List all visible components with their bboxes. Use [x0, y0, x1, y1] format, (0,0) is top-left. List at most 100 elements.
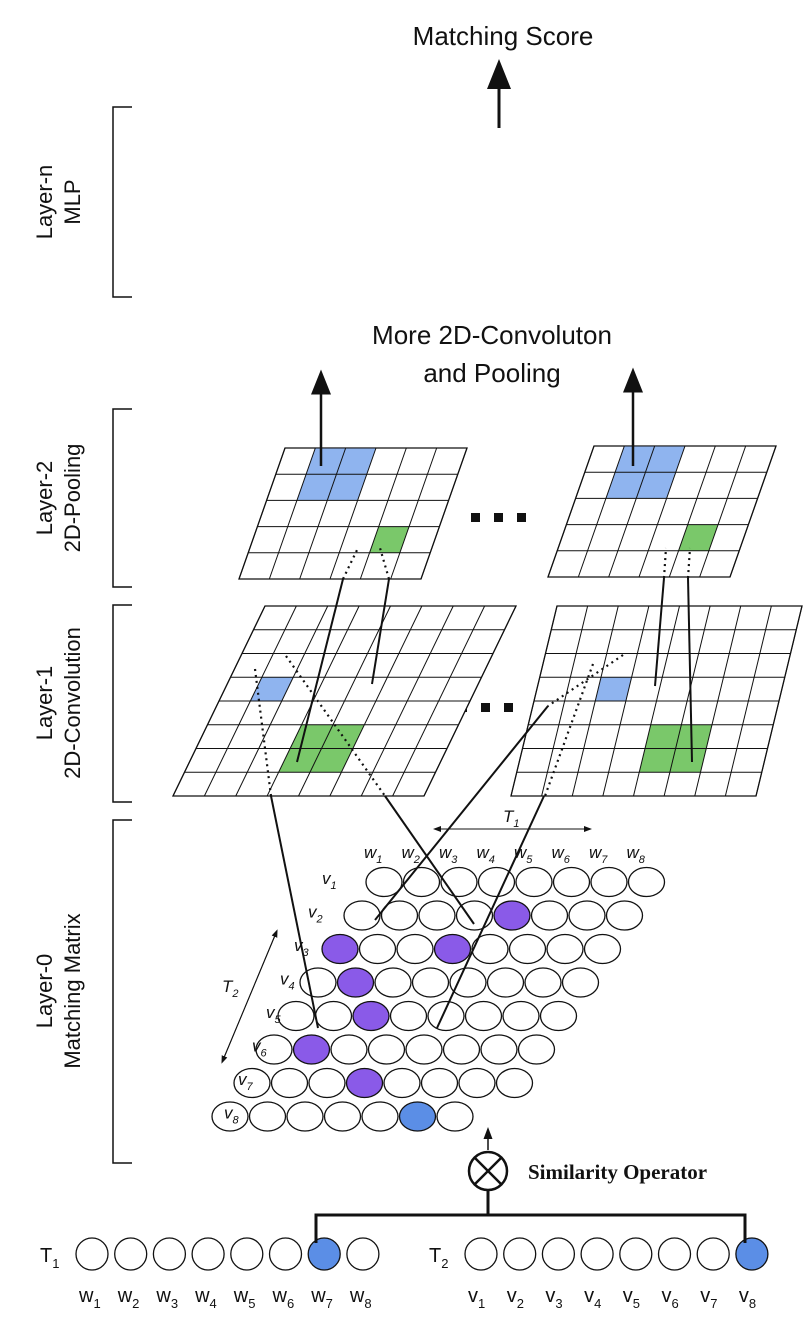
- convolution-grid-left: [171, 605, 518, 797]
- matrix-cell: [345, 1067, 384, 1099]
- matrix-cell: [471, 933, 509, 965]
- matrix-cell: [314, 1000, 353, 1032]
- matrix-col-label: w6: [552, 843, 571, 866]
- matrix-cell: [546, 933, 584, 965]
- token-node: [191, 1237, 225, 1271]
- token-node: [152, 1237, 187, 1271]
- conv-cell-blue: [250, 677, 294, 701]
- matrix-cell: [211, 1101, 249, 1132]
- matrix-cell: [389, 1000, 428, 1032]
- matrix-cell: [277, 1000, 315, 1032]
- matrix-cell: [330, 1034, 368, 1065]
- token-node: [268, 1237, 303, 1271]
- matrix-cell: [477, 866, 516, 898]
- similarity-operator: [467, 1150, 509, 1192]
- sequence-t1-label: T1: [40, 1245, 59, 1271]
- token-node: [696, 1237, 730, 1271]
- matrix-cell: [233, 1067, 271, 1099]
- bracket-layer-n: [112, 106, 132, 298]
- dotted-connector: [662, 547, 668, 579]
- more-conv-line2: and Pooling: [423, 358, 560, 388]
- matrix-cell: [336, 967, 375, 998]
- matrix-cell: [292, 1034, 331, 1065]
- matrix-cell: [495, 1067, 534, 1099]
- matrix-cell: [420, 1067, 459, 1099]
- matrix-cell: [493, 900, 531, 931]
- matrix-cell: [367, 1034, 406, 1065]
- token-label: v4: [584, 1285, 601, 1311]
- token-node: [114, 1237, 148, 1271]
- matrix-row-label: v1: [322, 869, 337, 892]
- token-label: v6: [662, 1285, 679, 1311]
- matrix-row-label: v8: [224, 1104, 240, 1127]
- matrix-cell: [458, 1067, 496, 1099]
- matching-score-title: Matching Score: [413, 21, 594, 51]
- token-node: [346, 1237, 380, 1271]
- matrix-cell: [411, 967, 450, 998]
- connector-line: [371, 578, 390, 685]
- matrix-cell: [248, 1101, 287, 1132]
- similarity-operator-label: Similarity Operator: [528, 1160, 707, 1184]
- svg-text:Matching Matrix: Matching Matrix: [60, 913, 85, 1068]
- matrix-cell: [383, 1067, 421, 1099]
- matrix-cell: [343, 900, 381, 931]
- matrix-cell: [552, 866, 591, 898]
- token-label: v8: [739, 1285, 756, 1311]
- matrix-col-label: w4: [477, 843, 495, 866]
- dotted-connector: [285, 655, 386, 797]
- token-label: v1: [468, 1285, 485, 1311]
- sequence-t1: T1 w1 w2 w3 w4 w5 w6 w7 w8: [40, 1237, 380, 1311]
- matching-matrix: w1 w2 w3 w4 w5 w6 w7 w8 v1 v2 v3 v4 v5 v6 v7 v8 T1 T2: [211, 807, 666, 1132]
- matrix-cell: [486, 967, 525, 998]
- matrix-cell: [358, 933, 397, 965]
- matrix-cell: [524, 967, 562, 998]
- token-label: v3: [545, 1285, 562, 1311]
- t1-axis-label: T1: [503, 807, 520, 830]
- matrix-col-label: w5: [514, 843, 533, 866]
- matrix-cell: [568, 900, 606, 931]
- matrix-cell: [480, 1034, 518, 1065]
- token-node: [619, 1237, 653, 1271]
- pooling-grid-left: [238, 447, 468, 580]
- matrix-cell: [442, 1034, 481, 1065]
- token-node: [541, 1237, 576, 1271]
- matrix-cell: [323, 1101, 362, 1132]
- matrix-cell: [515, 866, 553, 898]
- connector-line: [687, 577, 693, 763]
- matrix-col-label: w1: [364, 843, 382, 866]
- layer-2-label: Layer-2 2D-Pooling: [32, 444, 85, 553]
- matrix-row-label: v4: [280, 970, 295, 993]
- pool-cell-green: [369, 526, 410, 553]
- bracket-layer-0: [112, 819, 132, 1164]
- token-node: [657, 1237, 692, 1271]
- sequence-t2-label: T2: [429, 1245, 448, 1271]
- connector-line: [384, 795, 475, 925]
- svg-text:Layer-0: Layer-0: [32, 954, 57, 1029]
- matrix-col-label: w3: [439, 843, 458, 866]
- matrix-cell: [402, 866, 441, 898]
- matrix-cell: [530, 900, 569, 931]
- matrix-col-label: w7: [589, 843, 608, 866]
- matrix-cell: [255, 1034, 293, 1065]
- token-label: w4: [194, 1285, 217, 1311]
- token-label: w6: [272, 1285, 295, 1311]
- matrix-cell: [517, 1034, 556, 1065]
- matrix-cell: [286, 1101, 324, 1132]
- matrix-row-label: v3: [294, 936, 310, 959]
- matrix-cell: [539, 1000, 578, 1032]
- svg-text:Layer-1: Layer-1: [32, 666, 57, 741]
- matrix-cell: [427, 1000, 465, 1032]
- matrix-row-label: v2: [308, 903, 323, 926]
- token-node: [503, 1237, 537, 1271]
- token-label: v5: [623, 1285, 640, 1311]
- more-conv-line1: More 2D-Convoluton: [372, 320, 612, 350]
- matrix-cell: [308, 1067, 346, 1099]
- token-node: [230, 1237, 264, 1271]
- connector-line: [436, 795, 545, 1029]
- svg-text:Layer-2: Layer-2: [32, 461, 57, 536]
- matrix-col-label: w2: [402, 843, 420, 866]
- connector-line: [296, 578, 344, 763]
- sequence-t2: T2 v1 v2 v3 v4 v5 v6 v7 v8: [429, 1237, 769, 1311]
